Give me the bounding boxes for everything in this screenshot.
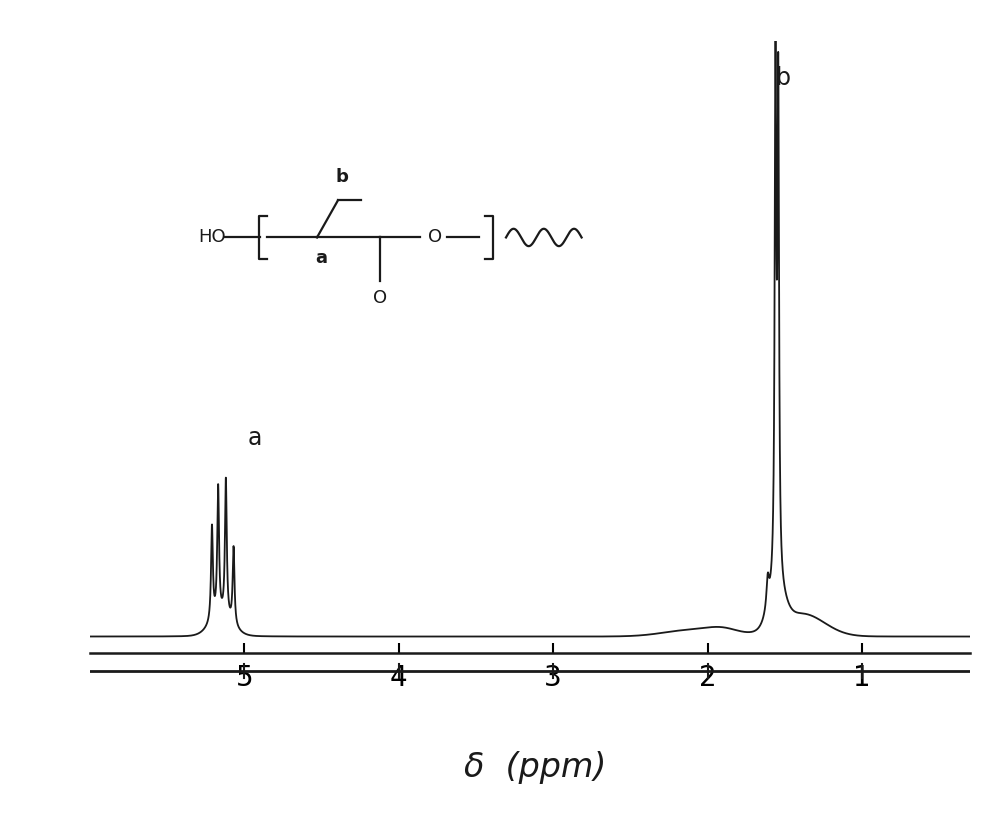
Text: δ  (ppm): δ (ppm) [464, 751, 606, 783]
Text: b: b [776, 65, 791, 90]
Text: b: b [336, 168, 349, 186]
Text: HO: HO [198, 228, 226, 246]
Text: a: a [248, 426, 262, 450]
Text: O: O [373, 289, 387, 307]
Text: a: a [315, 249, 327, 267]
Text: O: O [428, 228, 442, 246]
